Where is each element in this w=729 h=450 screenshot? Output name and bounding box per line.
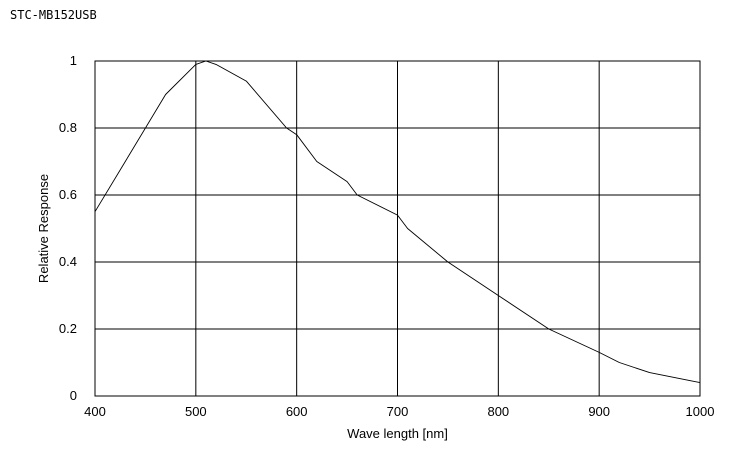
grid-layer [95,61,700,396]
y-tick-label: 0.8 [59,120,77,135]
y-tick-label: 0.2 [59,321,77,336]
x-axis-label: Wave length [nm] [347,426,448,441]
x-tick-label: 500 [185,404,207,419]
x-tick-label: 400 [84,404,106,419]
y-axis-label: Relative Response [36,174,51,283]
y-tick-label: 1 [70,53,77,68]
x-tick-label: 700 [387,404,409,419]
y-tick-label: 0.6 [59,187,77,202]
x-tick-label: 1000 [686,404,715,419]
x-tick-label: 900 [588,404,610,419]
series-layer [94,60,701,384]
x-tick-label: 800 [487,404,509,419]
y-tick-label: 0 [70,388,77,403]
x-tick-label: 600 [286,404,308,419]
response-curve [94,60,701,384]
plot-frame [94,60,701,397]
y-tick-labels: 0 0.2 0.4 0.6 0.8 1 [59,53,77,403]
y-tick-label: 0.4 [59,254,77,269]
x-tick-labels: 400 500 600 700 800 900 1000 [84,404,714,419]
chart-title: STC-MB152USB [10,8,97,22]
